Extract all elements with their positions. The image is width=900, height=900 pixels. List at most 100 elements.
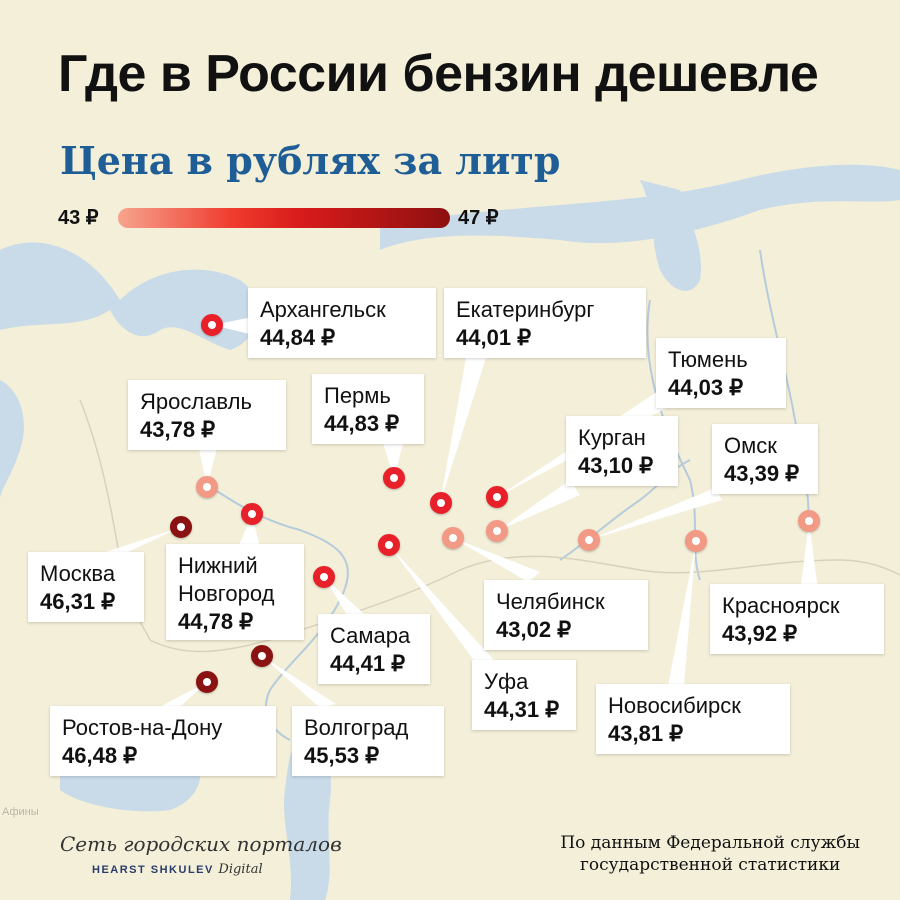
label-samara: Самара 44,41 ₽ [318, 614, 430, 684]
city-name: Самара [330, 623, 411, 648]
city-price: 44,84 ₽ [260, 325, 336, 350]
city-price: 46,31 ₽ [40, 589, 116, 614]
leader-perm [382, 440, 404, 478]
marker-volgograd[interactable] [251, 645, 273, 667]
marker-samara[interactable] [313, 566, 335, 588]
brand-logo-text: HEARST SHKULEV [92, 864, 214, 876]
leader-volgograd [262, 656, 336, 708]
city-name: Екатеринбург [456, 297, 595, 322]
label-nizhny-novgorod: Нижний Новгород 44,78 ₽ [166, 544, 304, 640]
city-name: Новосибирск [608, 693, 741, 718]
city-name: Красноярск [722, 593, 840, 618]
marker-rostov-na-donu[interactable] [196, 671, 218, 693]
city-name: Курган [578, 425, 646, 450]
label-chelyabinsk: Челябинск 43,02 ₽ [484, 580, 648, 650]
page-title: Где в России бензин дешевле [58, 45, 819, 103]
map-label-athens: Афины [2, 806, 39, 818]
city-name: Тюмень [668, 347, 748, 372]
city-price: 44,31 ₽ [484, 697, 560, 722]
label-rostov-na-donu: Ростов-на-Дону 46,48 ₽ [50, 706, 276, 776]
city-price: 44,78 ₽ [178, 609, 254, 634]
leader-samara [324, 577, 364, 620]
leader-omsk [589, 488, 722, 540]
label-arkhangelsk: Архангельск 44,84 ₽ [248, 288, 436, 358]
city-price: 43,10 ₽ [578, 453, 654, 478]
city-name: Пермь [324, 383, 391, 408]
city-price: 43,81 ₽ [608, 721, 684, 746]
city-name: Ростов-на-Дону [62, 715, 223, 740]
label-omsk: Омск 43,39 ₽ [712, 424, 818, 494]
city-price: 45,53 ₽ [304, 743, 380, 768]
label-perm: Пермь 44,83 ₽ [312, 374, 424, 444]
leader-ufa [389, 545, 494, 666]
brand-logo-suffix: Digital [218, 862, 263, 877]
city-price: 44,41 ₽ [330, 651, 406, 676]
label-kurgan: Курган 43,10 ₽ [566, 416, 678, 486]
data-source: По данным Федеральной службы государстве… [560, 832, 860, 876]
source-line1: По данным Федеральной службы [560, 833, 860, 853]
label-moscow: Москва 46,31 ₽ [28, 552, 144, 622]
country-border [149, 555, 900, 653]
marker-yekaterinburg[interactable] [430, 492, 452, 514]
leader-yaroslavl [198, 444, 218, 487]
city-price: 43,92 ₽ [722, 621, 798, 646]
city-name: Москва [40, 561, 116, 586]
marker-nizhny-novgorod[interactable] [241, 503, 263, 525]
leader-chelyabinsk [453, 538, 540, 582]
caspian-sea [283, 739, 331, 900]
marker-novosibirsk[interactable] [685, 530, 707, 552]
city-name: Челябинск [496, 589, 605, 614]
city-name: Омск [724, 433, 777, 458]
label-yekaterinburg: Екатеринбург 44,01 ₽ [444, 288, 646, 358]
brand-logo: HEARST SHKULEV Digital [92, 862, 263, 877]
city-price: 44,03 ₽ [668, 375, 744, 400]
city-price: 44,01 ₽ [456, 325, 532, 350]
gulf-of-ob [640, 180, 701, 291]
city-name-line1: Нижний [178, 553, 258, 578]
label-ufa: Уфа 44,31 ₽ [472, 660, 576, 730]
marker-yaroslavl[interactable] [196, 476, 218, 498]
label-volgograd: Волгоград 45,53 ₽ [292, 706, 444, 776]
marker-kurgan[interactable] [486, 520, 508, 542]
leader-krasnoyarsk [800, 521, 818, 592]
leader-kurgan [497, 480, 580, 531]
leader-novosibirsk [668, 541, 696, 686]
city-name: Архангельск [260, 297, 386, 322]
marker-ufa[interactable] [378, 534, 400, 556]
marker-chelyabinsk[interactable] [442, 527, 464, 549]
scale-min-label: 43 ₽ [58, 207, 99, 229]
brand-name: Сеть городских порталов [60, 832, 342, 856]
marker-perm[interactable] [383, 467, 405, 489]
leader-arkhangelsk [212, 316, 258, 336]
white-sea [0, 242, 259, 350]
label-novosibirsk: Новосибирск 43,81 ₽ [596, 684, 790, 754]
marker-krasnoyarsk[interactable] [798, 510, 820, 532]
city-price: 43,02 ₽ [496, 617, 572, 642]
city-name: Волгоград [304, 715, 409, 740]
leader-nizhny [238, 514, 260, 548]
city-price: 43,78 ₽ [140, 417, 216, 442]
leader-moscow [106, 527, 181, 556]
city-price: 44,83 ₽ [324, 411, 400, 436]
marker-moscow[interactable] [170, 516, 192, 538]
barents-sea [380, 164, 900, 250]
price-color-scale [118, 208, 450, 228]
label-yaroslavl: Ярославль 43,78 ₽ [128, 380, 286, 450]
baltic-sea [0, 380, 24, 500]
marker-tyumen[interactable] [486, 486, 508, 508]
city-price: 46,48 ₽ [62, 743, 138, 768]
city-price: 43,39 ₽ [724, 461, 800, 486]
source-line2: государственной статистики [579, 855, 841, 875]
city-name: Уфа [484, 669, 529, 694]
marker-arkhangelsk[interactable] [201, 314, 223, 336]
leader-yekaterinburg [440, 358, 486, 503]
city-name-line2: Новгород [178, 581, 275, 606]
label-krasnoyarsk: Красноярск 43,92 ₽ [710, 584, 884, 654]
yenisei-river [759, 249, 810, 521]
label-tyumen: Тюмень 44,03 ₽ [656, 338, 786, 408]
city-name: Ярославль [140, 389, 252, 414]
marker-omsk[interactable] [578, 529, 600, 551]
scale-max-label: 47 ₽ [458, 207, 499, 229]
page-subtitle: Цена в рублях за литр [60, 138, 561, 183]
